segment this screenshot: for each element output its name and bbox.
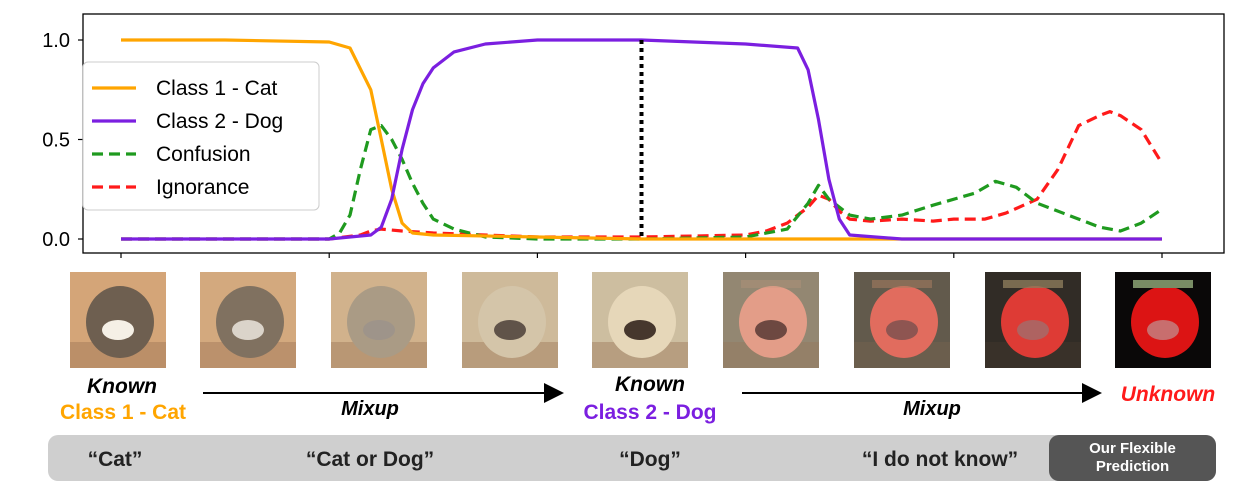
series-line-ignorance [121, 109, 1164, 241]
class2-label: Class 2 - Dog [583, 401, 717, 424]
thumbnail-5 [592, 272, 688, 368]
known-label-2: Known [615, 373, 685, 396]
thumbnail-8 [985, 272, 1081, 368]
thumbnail-4 [462, 272, 558, 368]
thumbnail-1 [70, 272, 166, 368]
series-line-confusion [121, 123, 1163, 241]
legend: Class 1 - Cat Class 2 - Dog Confusion Ignor… [82, 61, 320, 211]
series-lines [121, 38, 1164, 241]
known-label-1: Known [87, 375, 157, 398]
prediction-bar [48, 435, 1216, 481]
y-tick-label: 0.0 [42, 229, 70, 251]
legend-label: Class 2 - Dog [156, 110, 283, 133]
x-axis-ticks [120, 253, 1163, 258]
prediction-dont-know: “I do not know” [861, 448, 1019, 471]
y-axis: 0.0 0.5 1.0 [42, 30, 83, 251]
thumbnail-7 [854, 272, 950, 368]
flexible-prediction-label: Our Flexible Prediction [1089, 440, 1176, 475]
prediction-dog: “Dog” [619, 448, 681, 471]
series-line-class-2-dog [121, 38, 1162, 241]
unknown-label: Unknown [1120, 383, 1216, 406]
legend-label: Class 1 - Cat [156, 77, 278, 100]
mixup-label-1: Mixup [341, 398, 399, 420]
class1-label: Class 1 - Cat [59, 401, 187, 424]
thumbnail-3 [331, 272, 427, 368]
y-tick-label: 0.5 [42, 130, 70, 152]
y-tick-label: 1.0 [42, 30, 70, 52]
mixup-label-2: Mixup [903, 398, 961, 420]
prediction-cat-or-dog: “Cat or Dog” [305, 448, 435, 471]
flexible-prediction-badge: Our Flexible Prediction [1049, 435, 1216, 481]
legend-label: Ignorance [156, 176, 249, 199]
legend-label: Confusion [156, 143, 251, 166]
thumbnail-9 [1115, 272, 1211, 368]
thumbnail-6 [723, 272, 819, 368]
thumbnail-2 [200, 272, 296, 368]
prediction-cat: “Cat” [87, 448, 143, 471]
